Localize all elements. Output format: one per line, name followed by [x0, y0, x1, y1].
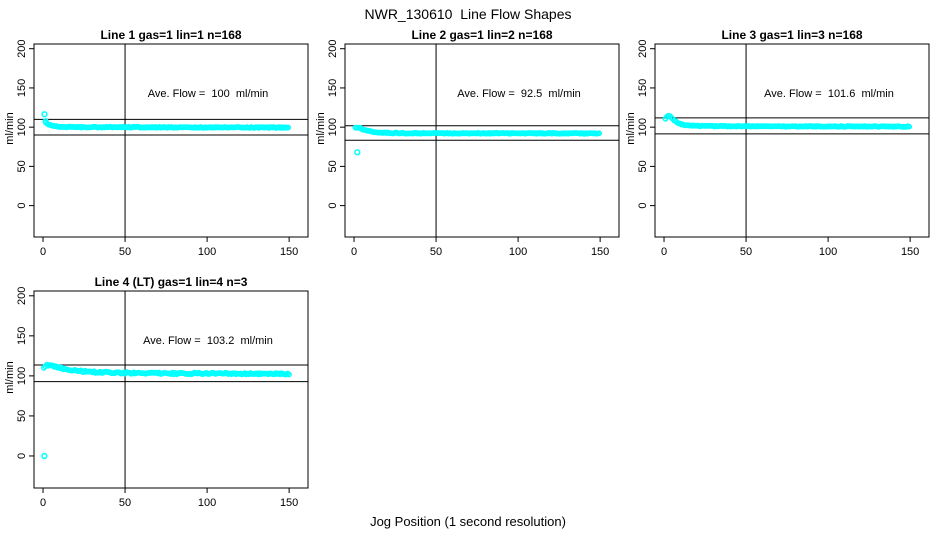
- x-tick-label: 50: [430, 246, 442, 258]
- ave-flow-annotation-line-1: Ave. Flow = 100 ml/min: [147, 88, 269, 100]
- y-tick-label: 50: [16, 160, 28, 172]
- outlier-point: [354, 149, 361, 156]
- data-points: [41, 111, 292, 131]
- outlier-point: [41, 111, 48, 118]
- y-tick-label: 150: [16, 79, 28, 97]
- x-tick-label: 150: [280, 497, 298, 509]
- y-tick-label: 50: [637, 160, 649, 172]
- y-tick-label: 200: [637, 40, 649, 58]
- data-points: [352, 124, 603, 156]
- y-axis: 0 50 100 150 200 ml/min: [315, 40, 345, 209]
- y-tick-label: 200: [327, 40, 339, 58]
- y-tick-label: 200: [16, 287, 28, 305]
- y-axis-unit-label: ml/min: [315, 112, 327, 144]
- x-tick-label: 150: [591, 246, 609, 258]
- y-axis-unit-label: ml/min: [4, 112, 16, 144]
- y-tick-label: 100: [637, 118, 649, 136]
- y-axis-unit-label: ml/min: [4, 361, 16, 393]
- y-tick-label: 100: [327, 118, 339, 136]
- x-tick-label: 0: [661, 246, 667, 258]
- data-point: [906, 123, 913, 130]
- ave-flow-annotation-line-2: Ave. Flow = 92.5 ml/min: [457, 88, 581, 100]
- x-tick-label: 100: [819, 246, 837, 258]
- y-tick-label: 50: [16, 410, 28, 422]
- subplot-line-3: 0 50 100 150 200 ml/min 0 50 100 150: [625, 40, 930, 258]
- subplot-line-4: 0 50 100 150 200 ml/min 0 50 100 150: [4, 287, 309, 509]
- y-tick-label: 100: [16, 367, 28, 385]
- plot-box: [33, 43, 309, 238]
- y-axis-unit-label: ml/min: [625, 112, 637, 144]
- x-tick-label: 0: [351, 246, 357, 258]
- subplot-title-line-4: Line 4 (LT) gas=1 lin=4 n=3: [94, 275, 248, 289]
- y-axis: 0 50 100 150 200 ml/min: [4, 287, 34, 459]
- x-axis-title: Jog Position (1 second resolution): [370, 514, 566, 529]
- x-tick-label: 150: [280, 246, 298, 258]
- ave-flow-annotation-line-4: Ave. Flow = 103.2 ml/min: [143, 335, 273, 347]
- page-title: NWR_130610 Line Flow Shapes: [364, 6, 572, 22]
- plot-box: [654, 43, 930, 238]
- y-axis: 0 50 100 150 200 ml/min: [625, 40, 655, 209]
- plot-box: [33, 290, 309, 489]
- y-tick-label: 0: [637, 203, 649, 209]
- ave-flow-annotation-line-3: Ave. Flow = 101.6 ml/min: [764, 88, 894, 100]
- subplot-line-2: 0 50 100 150 200 ml/min 0 50 100 150: [315, 40, 620, 258]
- outlier-point: [42, 118, 49, 125]
- subplot-line-1: 0 50 100 150 200 ml/min 0 50 100 150: [4, 40, 309, 258]
- y-tick-label: 50: [327, 160, 339, 172]
- data-point: [286, 371, 292, 378]
- data-points: [662, 112, 913, 130]
- x-tick-label: 0: [40, 246, 46, 258]
- data-point: [285, 124, 292, 131]
- x-axis: 0 50 100 150: [40, 237, 298, 258]
- y-tick-label: 150: [327, 79, 339, 97]
- y-tick-label: 200: [16, 40, 28, 58]
- x-tick-label: 100: [198, 497, 216, 509]
- data-point: [596, 130, 603, 137]
- x-tick-label: 100: [509, 246, 527, 258]
- x-tick-label: 50: [119, 497, 131, 509]
- x-axis: 0 50 100 150: [661, 237, 919, 258]
- data-points: [40, 361, 292, 460]
- x-axis: 0 50 100 150: [351, 237, 609, 258]
- y-axis: 0 50 100 150 200 ml/min: [4, 40, 34, 209]
- y-tick-label: 100: [16, 118, 28, 136]
- subplot-title-line-3: Line 3 gas=1 lin=3 n=168: [721, 28, 863, 42]
- x-tick-label: 50: [740, 246, 752, 258]
- y-tick-label: 0: [327, 203, 339, 209]
- y-tick-label: 150: [16, 327, 28, 345]
- subplot-title-line-2: Line 2 gas=1 lin=2 n=168: [411, 28, 553, 42]
- x-tick-label: 50: [119, 246, 131, 258]
- y-tick-label: 150: [637, 79, 649, 97]
- y-tick-label: 0: [16, 203, 28, 209]
- x-tick-label: 100: [198, 246, 216, 258]
- x-tick-label: 150: [901, 246, 919, 258]
- x-tick-label: 0: [40, 497, 46, 509]
- y-tick-label: 0: [16, 453, 28, 459]
- outlier-point: [41, 452, 48, 460]
- subplot-title-line-1: Line 1 gas=1 lin=1 n=168: [100, 28, 242, 42]
- x-axis: 0 50 100 150: [40, 488, 298, 509]
